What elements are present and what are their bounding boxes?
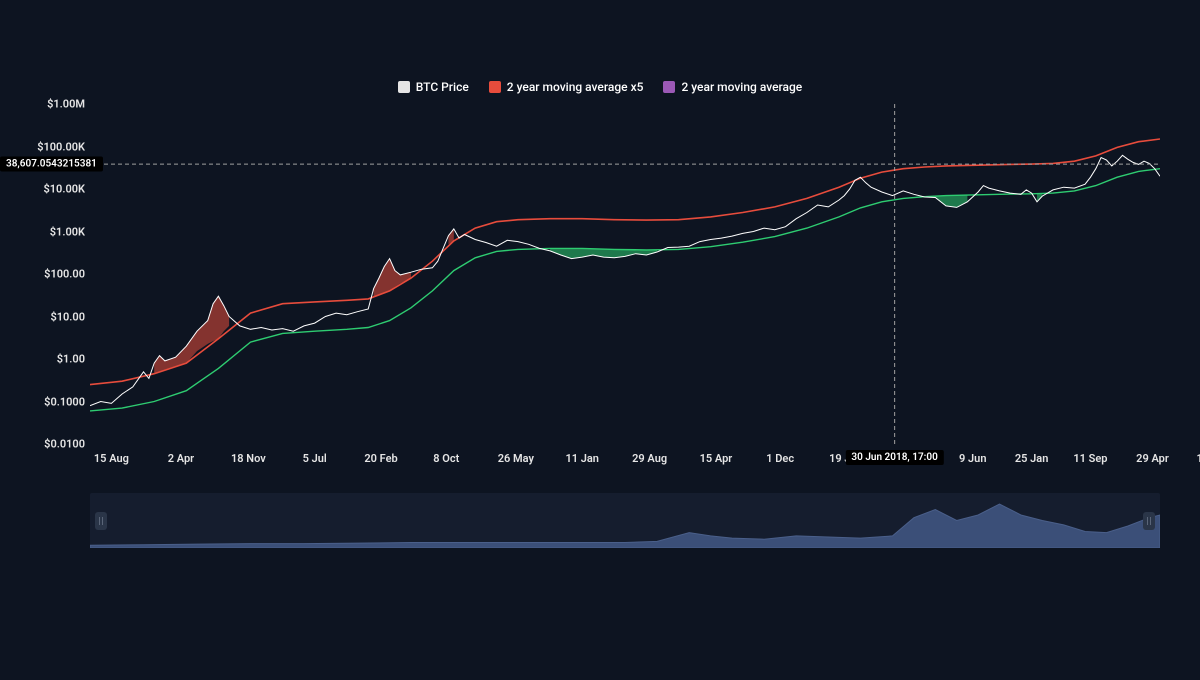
legend-swatch (663, 81, 675, 93)
legend-label: 2 year moving average x5 (507, 80, 644, 94)
x-tick-label: 26 May (498, 452, 534, 465)
legend-item-btc[interactable]: BTC Price (398, 80, 469, 94)
x-tick-label: 9 Jun (959, 452, 986, 465)
x-tick-label: 11 Jan (565, 452, 598, 465)
x-tick-label: 29 Aug (632, 452, 667, 465)
x-tick-label: 1 Dec (766, 452, 794, 465)
x-tick-label: 5 Jul (303, 452, 327, 465)
legend-item-red[interactable]: 2 year moving average x5 (489, 80, 644, 94)
y-tick-label: $100.00K (37, 140, 85, 153)
chart-legend: BTC Price 2 year moving average x5 2 yea… (0, 0, 1200, 104)
x-tick-label: 18 Nov (231, 452, 266, 465)
range-selector[interactable] (90, 493, 1160, 548)
y-tick-label: $100.00 (44, 268, 85, 281)
legend-swatch (489, 81, 501, 93)
y-tick-label: $0.1000 (44, 395, 85, 408)
chart-canvas[interactable] (90, 104, 1160, 444)
x-tick-label: 15 Dec (1196, 452, 1200, 465)
range-handle-right[interactable] (1143, 512, 1155, 530)
x-tick-label: 20 Feb (364, 452, 397, 465)
crosshair-y-value: 38,607.0543215381 (0, 157, 103, 172)
y-axis-labels: $1.00M$100.00K$10.00K$1.00K$100.00$10.00… (20, 104, 85, 444)
x-tick-label: 15 Apr (700, 452, 733, 465)
crosshair-date-label: 30 Jun 2018, 17:00 (845, 450, 943, 465)
legend-swatch (398, 81, 410, 93)
minimap-canvas[interactable] (90, 493, 1160, 548)
legend-item-purple[interactable]: 2 year moving average (663, 80, 802, 94)
price-chart[interactable]: $1.00M$100.00K$10.00K$1.00K$100.00$10.00… (90, 104, 1160, 444)
legend-label: BTC Price (416, 80, 469, 94)
x-tick-label: 2 Apr (168, 452, 194, 465)
y-tick-label: $1.00K (50, 225, 85, 238)
x-tick-label: 15 Aug (94, 452, 129, 465)
y-tick-label: $0.0100 (44, 438, 85, 451)
x-tick-label: 25 Jan (1015, 452, 1048, 465)
x-tick-label: 29 Apr (1136, 452, 1169, 465)
x-axis-labels: 30 Jun 2018, 17:00 15 Aug 2 Apr 18 Nov 5 Ju… (90, 452, 1160, 468)
legend-label: 2 year moving average (681, 80, 802, 94)
range-handle-left[interactable] (95, 512, 107, 530)
y-tick-label: $1.00 (57, 353, 85, 366)
x-tick-label: 11 Sep (1073, 452, 1107, 465)
y-tick-label: $10.00K (43, 183, 85, 196)
x-tick-label: 8 Oct (433, 452, 459, 465)
y-tick-label: $10.00 (50, 310, 85, 323)
y-tick-label: $1.00M (47, 98, 85, 111)
